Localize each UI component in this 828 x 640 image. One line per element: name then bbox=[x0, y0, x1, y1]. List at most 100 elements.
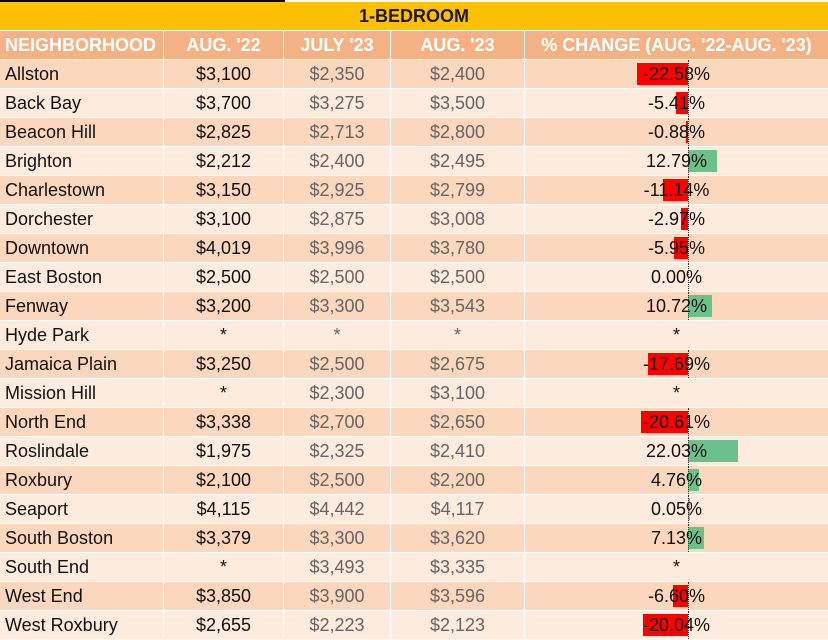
change-cell: 0.00% bbox=[0, 263, 828, 291]
change-cell: * bbox=[0, 321, 828, 349]
neighborhood-cell: Roslindale bbox=[0, 437, 164, 465]
jul23-cell: $2,400 bbox=[284, 147, 391, 175]
aug22-cell: $2,825 bbox=[164, 118, 284, 146]
aug22-cell: $3,100 bbox=[164, 205, 284, 233]
neighborhood-cell: South End bbox=[0, 553, 164, 581]
table-row: Beacon Hill $2,825 $2,713 $2,800 -0.88% bbox=[0, 118, 828, 147]
aug23-cell: $3,596 bbox=[391, 582, 525, 610]
table-row: Dorchester $3,100 $2,875 $3,008 -2.97% bbox=[0, 205, 828, 234]
positive-change-bar bbox=[688, 295, 713, 317]
change-value: 0.00% bbox=[650, 267, 703, 287]
aug23-cell: $2,675 bbox=[391, 350, 525, 378]
neighborhood-cell: East Boston bbox=[0, 263, 164, 291]
change-cell: * bbox=[0, 553, 828, 581]
zero-axis-line bbox=[688, 147, 689, 175]
neighborhood-cell: Allston bbox=[0, 60, 164, 88]
neighborhood-cell: West Roxbury bbox=[0, 611, 164, 639]
table-row: Charlestown $3,150 $2,925 $2,799 -11.14% bbox=[0, 176, 828, 205]
table-row: East Boston $2,500 $2,500 $2,500 0.00% bbox=[0, 263, 828, 292]
change-cell: * bbox=[0, 379, 828, 407]
jul23-cell: $2,500 bbox=[284, 263, 391, 291]
positive-change-bar bbox=[688, 469, 699, 491]
aug22-cell: * bbox=[164, 379, 284, 407]
jul23-cell: $3,275 bbox=[284, 89, 391, 117]
header-aug22: AUG. '22 bbox=[164, 31, 284, 59]
table-row: South End * $3,493 $3,335 * bbox=[0, 553, 828, 582]
table-row: Fenway $3,200 $3,300 $3,543 10.72% bbox=[0, 292, 828, 321]
change-value: * bbox=[672, 557, 680, 577]
jul23-cell: $3,493 bbox=[284, 553, 391, 581]
jul23-cell: $3,996 bbox=[284, 234, 391, 262]
zero-axis-line bbox=[688, 408, 689, 436]
zero-axis-line bbox=[688, 524, 689, 552]
aug22-cell: $3,338 bbox=[164, 408, 284, 436]
aug22-cell: $4,019 bbox=[164, 234, 284, 262]
zero-axis-line bbox=[688, 292, 689, 320]
aug23-cell: $2,410 bbox=[391, 437, 525, 465]
aug23-cell: $3,335 bbox=[391, 553, 525, 581]
negative-change-bar bbox=[641, 411, 688, 433]
aug23-cell: $2,650 bbox=[391, 408, 525, 436]
table-row: West End $3,850 $3,900 $3,596 -6.60% bbox=[0, 582, 828, 611]
neighborhood-cell: Brighton bbox=[0, 147, 164, 175]
jul23-cell: $3,900 bbox=[284, 582, 391, 610]
aug22-cell: $3,250 bbox=[164, 350, 284, 378]
aug22-cell: $4,115 bbox=[164, 495, 284, 523]
change-value: 4.76% bbox=[650, 470, 703, 490]
change-value: -20.04% bbox=[642, 615, 711, 635]
negative-change-bar bbox=[647, 353, 688, 375]
change-cell: -2.97% bbox=[0, 205, 828, 233]
change-value: -17.69% bbox=[642, 354, 711, 374]
neighborhood-cell: Charlestown bbox=[0, 176, 164, 204]
negative-change-bar bbox=[642, 614, 688, 636]
change-value: -5.41% bbox=[647, 93, 706, 113]
aug22-cell: $3,850 bbox=[164, 582, 284, 610]
change-value: 0.05% bbox=[650, 499, 703, 519]
aug23-cell: * bbox=[391, 321, 525, 349]
aug23-cell: $3,500 bbox=[391, 89, 525, 117]
jul23-cell: $3,300 bbox=[284, 292, 391, 320]
aug23-cell: $3,543 bbox=[391, 292, 525, 320]
aug23-cell: $2,495 bbox=[391, 147, 525, 175]
change-cell: -6.60% bbox=[0, 582, 828, 610]
aug22-cell: $3,100 bbox=[164, 60, 284, 88]
header-percent-change: % CHANGE (AUG. '22-AUG. '23) bbox=[541, 35, 812, 55]
table-row: West Roxbury $2,655 $2,223 $2,123 -20.04% bbox=[0, 611, 828, 640]
change-value: -11.14% bbox=[643, 180, 710, 200]
aug23-cell: $2,799 bbox=[391, 176, 525, 204]
jul23-cell: $2,500 bbox=[284, 466, 391, 494]
positive-change-bar bbox=[688, 498, 690, 520]
neighborhood-cell: Jamaica Plain bbox=[0, 350, 164, 378]
neighborhood-cell: Mission Hill bbox=[0, 379, 164, 407]
change-value: -0.88% bbox=[647, 122, 706, 142]
jul23-cell: $2,325 bbox=[284, 437, 391, 465]
zero-axis-line bbox=[688, 89, 689, 117]
aug22-cell: * bbox=[164, 553, 284, 581]
change-cell: -17.69% bbox=[0, 350, 828, 378]
jul23-cell: $3,300 bbox=[284, 524, 391, 552]
change-value: 7.13% bbox=[650, 528, 703, 548]
aug23-cell: $2,500 bbox=[391, 263, 525, 291]
change-cell: 22.03% bbox=[0, 437, 828, 465]
zero-axis-line bbox=[688, 118, 689, 146]
header-jul23: JULY '23 bbox=[284, 31, 391, 59]
jul23-cell: $2,223 bbox=[284, 611, 391, 639]
positive-change-bar bbox=[688, 440, 738, 462]
aug22-cell: $2,655 bbox=[164, 611, 284, 639]
jul23-cell: $2,713 bbox=[284, 118, 391, 146]
neighborhood-cell: West End bbox=[0, 582, 164, 610]
aug22-cell: $2,100 bbox=[164, 466, 284, 494]
change-value: -20.61% bbox=[642, 412, 711, 432]
zero-axis-line bbox=[688, 263, 689, 291]
change-cell: 12.79% bbox=[0, 147, 828, 175]
table-row: Jamaica Plain $3,250 $2,500 $2,675 -17.69% bbox=[0, 350, 828, 379]
neighborhood-cell: Beacon Hill bbox=[0, 118, 164, 146]
negative-change-bar bbox=[636, 63, 688, 85]
table-row: Brighton $2,212 $2,400 $2,495 12.79% bbox=[0, 147, 828, 176]
jul23-cell: $2,300 bbox=[284, 379, 391, 407]
aug22-cell: $3,150 bbox=[164, 176, 284, 204]
change-value: * bbox=[672, 325, 680, 345]
neighborhood-cell: Hyde Park bbox=[0, 321, 164, 349]
change-value: * bbox=[672, 383, 680, 403]
change-value: 12.79% bbox=[645, 151, 708, 171]
